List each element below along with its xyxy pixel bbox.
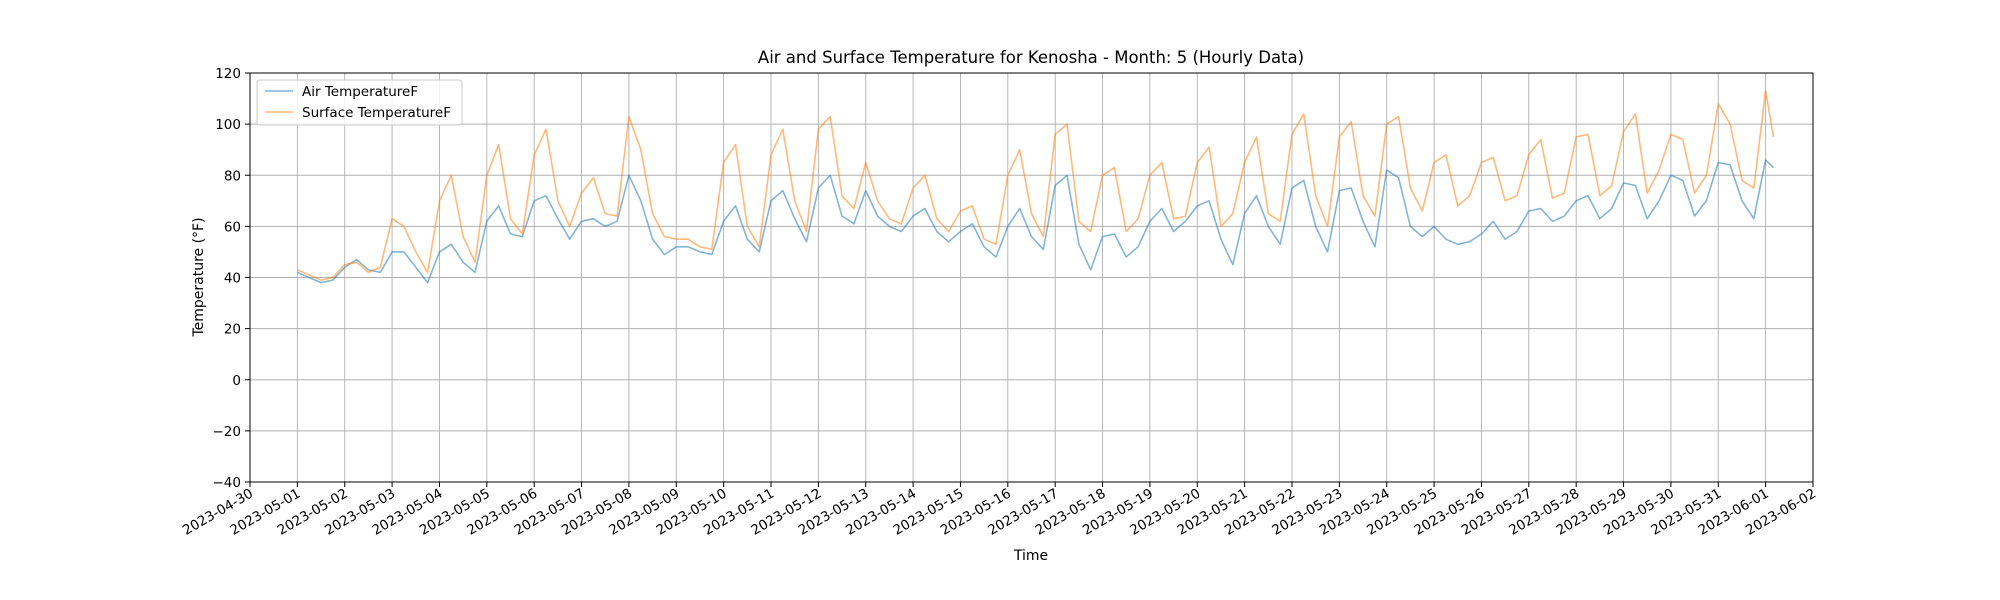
- y-tick-label: 20: [224, 322, 241, 338]
- y-tick-label: 60: [224, 219, 241, 235]
- chart-title: Air and Surface Temperature for Kenosha …: [758, 48, 1304, 67]
- legend: Air TemperatureF Surface TemperatureF: [256, 79, 463, 126]
- air-temperature-line: [297, 159, 1775, 284]
- surface-temperature-line: [297, 90, 1775, 281]
- y-tick-label: 100: [215, 117, 241, 133]
- y-tick-label: 80: [224, 168, 241, 184]
- grid: [249, 72, 1814, 483]
- x-axis: 2023-04-302023-05-012023-05-022023-05-03…: [180, 482, 1819, 539]
- y-tick-label: 120: [215, 66, 241, 82]
- y-tick-label: 0: [232, 373, 241, 389]
- y-tick-label: 40: [224, 271, 241, 287]
- legend-label-air: Air TemperatureF: [302, 84, 418, 100]
- y-tick-label: −40: [213, 475, 242, 491]
- series-layer: [297, 90, 1775, 284]
- x-axis-label: Time: [1013, 548, 1048, 564]
- y-axis: −40 −20 0 20 40 60 80 100 120: [213, 66, 250, 491]
- legend-box: [256, 79, 463, 126]
- legend-label-surface: Surface TemperatureF: [302, 105, 451, 121]
- y-axis-label: Temperature (°F): [191, 217, 207, 337]
- y-tick-label: −20: [213, 424, 242, 440]
